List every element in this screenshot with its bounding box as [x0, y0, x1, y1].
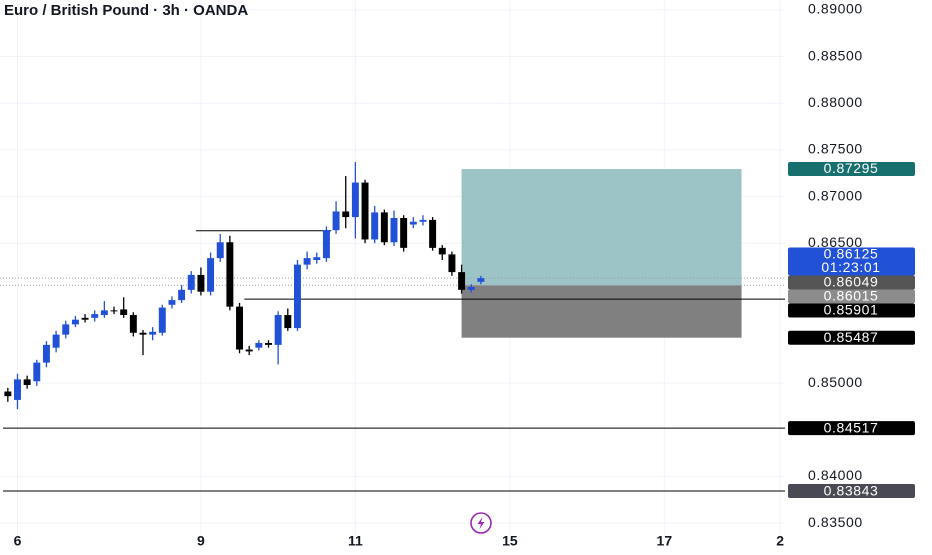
candle-body	[236, 306, 244, 350]
candle-body	[23, 379, 31, 385]
candle-body	[361, 182, 369, 240]
x-tick-label: 15	[502, 533, 518, 549]
candle-body	[178, 289, 186, 301]
y-tick-label: 0.88000	[808, 94, 863, 110]
candle-body	[139, 332, 147, 335]
replay-icon[interactable]	[470, 512, 492, 534]
candle-body	[458, 272, 466, 290]
target-zone	[461, 169, 742, 286]
candle-body	[284, 315, 292, 329]
candle-body	[129, 315, 137, 333]
candle-body	[168, 300, 176, 305]
price-badge-label: 0.84517	[824, 419, 879, 435]
price-badge-label: 0.85487	[824, 329, 879, 345]
candle-body	[419, 219, 427, 222]
candle-body	[14, 379, 21, 400]
candle-body	[467, 287, 475, 290]
price-badge	[788, 303, 915, 318]
candle-body	[332, 211, 340, 231]
candle-body	[245, 349, 253, 352]
y-tick-label: 0.86500	[808, 234, 863, 250]
lines-layer	[0, 230, 785, 492]
candle-body	[477, 278, 485, 282]
candle-body	[197, 274, 205, 292]
candle-body	[342, 211, 350, 218]
candle-body	[429, 219, 437, 248]
price-badge	[788, 330, 915, 345]
price-badge-label: 0.85901	[824, 302, 879, 318]
countdown-label: 01:23:01	[821, 259, 880, 275]
x-tick-label: 11	[348, 533, 363, 549]
candle-body	[380, 212, 388, 243]
candle-body	[303, 258, 311, 265]
price-badge	[788, 289, 915, 304]
x-tick-label: 6	[14, 533, 22, 549]
candle-body	[351, 182, 359, 218]
axis-layer: 0.89000 0.88500 0.88000 0.87500 0.87000 0.865…	[14, 1, 915, 549]
y-tick-label: 0.83500	[808, 514, 863, 530]
stop-zone	[461, 285, 742, 338]
x-tick-label: 2	[776, 533, 784, 549]
price-badge	[788, 275, 915, 290]
candle-body	[149, 331, 157, 335]
price-badge	[788, 162, 915, 177]
y-tick-label: 0.87500	[808, 141, 863, 157]
candle-body	[216, 242, 224, 259]
candle-body	[62, 324, 70, 335]
candle-body	[110, 310, 118, 312]
x-tick-label: 17	[657, 533, 673, 549]
price-badge-label: 0.86015	[824, 288, 879, 304]
price-badge-label: 0.86049	[824, 274, 879, 290]
y-tick-label: 0.85000	[808, 374, 863, 390]
y-tick-label: 0.89000	[808, 1, 863, 17]
candle-body	[274, 315, 282, 345]
chart-title: Euro / British Pound · 3h · OANDA	[4, 2, 248, 19]
y-tick-label: 0.87000	[808, 187, 863, 203]
candle-body	[207, 258, 215, 292]
price-badge-label: 0.86125	[824, 246, 879, 262]
y-tick-label: 0.84000	[808, 467, 863, 483]
candle-body	[313, 257, 321, 260]
x-tick-label: 9	[197, 533, 205, 549]
candle-body	[322, 230, 330, 259]
candle-body	[400, 218, 408, 248]
candle-body	[4, 391, 12, 397]
candle-body	[91, 314, 99, 318]
candles-layer	[4, 162, 485, 410]
price-badge	[788, 421, 915, 436]
price-badge	[788, 484, 915, 499]
candle-body	[371, 212, 379, 240]
candle-body	[448, 254, 456, 273]
icon-bolt	[477, 517, 485, 529]
candle-body	[265, 343, 272, 345]
candle-body	[409, 221, 417, 225]
price-badge	[788, 247, 915, 276]
price-badge-label: 0.87295	[824, 160, 879, 176]
candle-body	[390, 218, 398, 243]
position-layer	[461, 169, 742, 338]
y-tick-label: 0.88500	[808, 47, 863, 63]
candle-body	[293, 264, 301, 329]
candle-body	[71, 319, 79, 325]
candle-body	[255, 343, 263, 348]
candle-body	[100, 310, 108, 316]
candle-body	[33, 362, 41, 382]
price-badge-label: 0.83843	[824, 482, 879, 498]
candle-body	[120, 309, 128, 316]
candle-body	[226, 242, 234, 307]
candle-body	[158, 307, 166, 333]
candle-body	[187, 274, 195, 290]
candle-body	[438, 247, 446, 255]
candle-body	[52, 334, 60, 348]
candle-body	[42, 344, 50, 363]
candle-body	[81, 317, 89, 320]
